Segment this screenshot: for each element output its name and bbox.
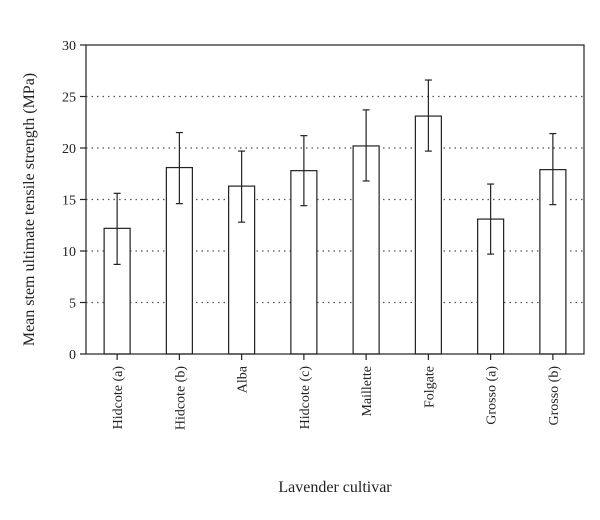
y-tick-label: 20 [62, 142, 76, 157]
x-tick-label: Hidcote (a) [111, 366, 126, 430]
error-bars [113, 79, 557, 265]
error-bar [362, 109, 370, 182]
x-ticks: Hidcote (a) Hidcote (b) Alba Hidcote (c) Mai… [111, 354, 562, 430]
y-axis-label: Mean stem ultimate tensile strength (MPa… [21, 73, 38, 346]
error-bar [487, 183, 495, 255]
x-tick-label: Hidcote (b) [173, 366, 188, 430]
x-tick-label: Grosso (a) [485, 366, 500, 425]
x-tick-label: Grosso (b) [547, 366, 562, 426]
x-tick-label: Hidcote (c) [298, 366, 313, 430]
grid-lines [86, 95, 584, 304]
y-ticks: 0 5 10 15 20 25 30 [62, 39, 86, 363]
y-tick-label: 15 [62, 194, 76, 209]
y-tick-label: 0 [69, 348, 76, 363]
error-bar [175, 131, 183, 205]
x-axis-label: Lavender cultivar [278, 479, 392, 496]
error-bar [238, 150, 246, 223]
error-bar [113, 192, 121, 265]
bar [414, 115, 442, 355]
bars [103, 115, 567, 355]
y-tick-label: 5 [69, 297, 76, 312]
error-bar [549, 132, 557, 206]
error-bar [424, 79, 432, 152]
x-tick-label: Maillette [360, 366, 375, 417]
y-tick-label: 30 [62, 39, 76, 54]
y-tick-label: 10 [62, 245, 76, 260]
error-bar [300, 135, 308, 207]
x-tick-label: Folgate [422, 366, 437, 408]
x-tick-label: Alba [236, 365, 251, 393]
y-tick-label: 25 [62, 91, 76, 106]
